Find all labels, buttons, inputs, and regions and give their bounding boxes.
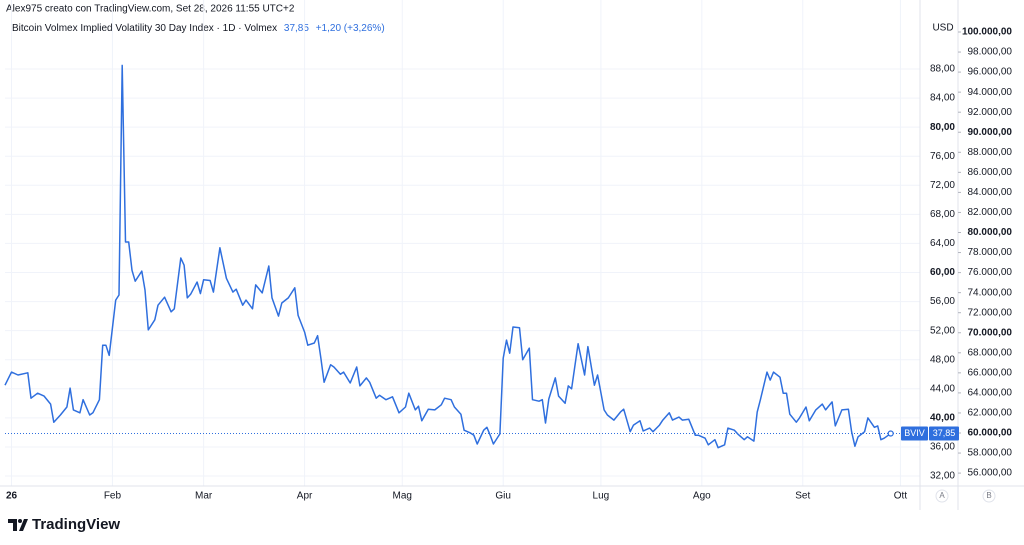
y2-tick-label: 66.000,00 xyxy=(968,367,1013,378)
y2-tick-label: 90.000,00 xyxy=(968,127,1013,138)
x-tick-label: Set xyxy=(795,491,810,502)
y2-tick-label: 58.000,00 xyxy=(968,448,1013,459)
scale-button xyxy=(982,489,996,503)
y2-tick-label: 56.000,00 xyxy=(968,468,1013,479)
y2-tick-label: 92.000,00 xyxy=(968,107,1013,118)
y2-tick-label: 68.000,00 xyxy=(968,347,1013,358)
y-tick-label: 76,00 xyxy=(930,151,955,162)
y2-tick-label: 74.000,00 xyxy=(968,287,1013,298)
brand: TradingView xyxy=(32,516,120,533)
y2-tick-label: 86.000,00 xyxy=(968,167,1013,178)
legend: Bitcoin Volmex Implied Volatility 30 Day… xyxy=(12,23,385,34)
y2-tick-label: 98.000,00 xyxy=(968,47,1013,58)
y2-tick-label: 60.000,00 xyxy=(968,428,1013,439)
symbol-tag xyxy=(901,426,928,441)
y2-tick-label: 76.000,00 xyxy=(968,267,1013,278)
y-tick-label: 68,00 xyxy=(930,209,955,220)
y2-tick-label: 80.000,00 xyxy=(968,227,1013,238)
legend-title: Bitcoin Volmex Implied Volatility 30 Day… xyxy=(12,23,277,34)
y-tick-label: 56,00 xyxy=(930,296,955,307)
x-tick-label: 26 xyxy=(6,491,18,502)
x-tick-label: Mar xyxy=(195,491,213,502)
y2-tick-label: 94.000,00 xyxy=(968,87,1013,98)
price-tag xyxy=(929,426,959,441)
y2-tick-label: 78.000,00 xyxy=(968,247,1013,258)
y2-tick-label: 72.000,00 xyxy=(968,307,1013,318)
logo-icon xyxy=(18,519,22,523)
y2-tick-label: 96.000,00 xyxy=(968,67,1013,78)
header-credit: Alex975 creato con TradingView.com, Set … xyxy=(6,4,295,15)
y2-tick-label: 70.000,00 xyxy=(968,327,1013,338)
x-tick-label: Apr xyxy=(297,491,313,502)
y-tick-label: 36,00 xyxy=(930,442,955,453)
logo-icon xyxy=(8,519,28,531)
y-tick-label: 60,00 xyxy=(930,267,955,278)
y-tick-label: 32,00 xyxy=(930,471,955,482)
y2-tick-label: 62.000,00 xyxy=(968,408,1013,419)
y-tick-label: 48,00 xyxy=(930,354,955,365)
logo: TradingView xyxy=(8,516,120,533)
y2-tick-label: 64.000,00 xyxy=(968,388,1013,399)
y-tick-label: 72,00 xyxy=(930,180,955,191)
scale-button-label: B xyxy=(986,491,991,500)
scale-button xyxy=(935,489,949,503)
x-tick-label: Ott xyxy=(894,491,908,502)
y2-tick-label: 82.000,00 xyxy=(968,207,1013,218)
x-tick-label: Lug xyxy=(593,491,610,502)
legend-last: 37,85 xyxy=(284,23,309,34)
y2-tick-label: 84.000,00 xyxy=(968,187,1013,198)
scale-button-label: A xyxy=(939,491,945,500)
y-tick-label: 80,00 xyxy=(930,122,955,133)
legend-change: +1,20 (+3,26%) xyxy=(316,23,385,34)
x-tick-label: Ago xyxy=(693,491,711,502)
y2-tick-label: 88.000,00 xyxy=(968,147,1013,158)
price-tag-label: 37,85 xyxy=(933,428,956,438)
symbol-tag-label: BVIV xyxy=(904,428,925,438)
currency-label: USD xyxy=(932,23,953,34)
y-tick-label: 44,00 xyxy=(930,383,955,394)
y-tick-label: 88,00 xyxy=(930,64,955,75)
y-tick-label: 52,00 xyxy=(930,325,955,336)
price-line xyxy=(4,64,892,449)
x-tick-label: Mag xyxy=(393,491,412,502)
grid xyxy=(5,0,920,486)
x-tick-label: Feb xyxy=(104,491,122,502)
y2-tick-label: 100.000,00 xyxy=(962,27,1012,38)
y-tick-label: 64,00 xyxy=(930,238,955,249)
y-tick-label: 84,00 xyxy=(930,93,955,104)
y-tick-label: 40,00 xyxy=(930,413,955,424)
x-tick-label: Giu xyxy=(495,491,511,502)
last-point xyxy=(887,430,894,437)
